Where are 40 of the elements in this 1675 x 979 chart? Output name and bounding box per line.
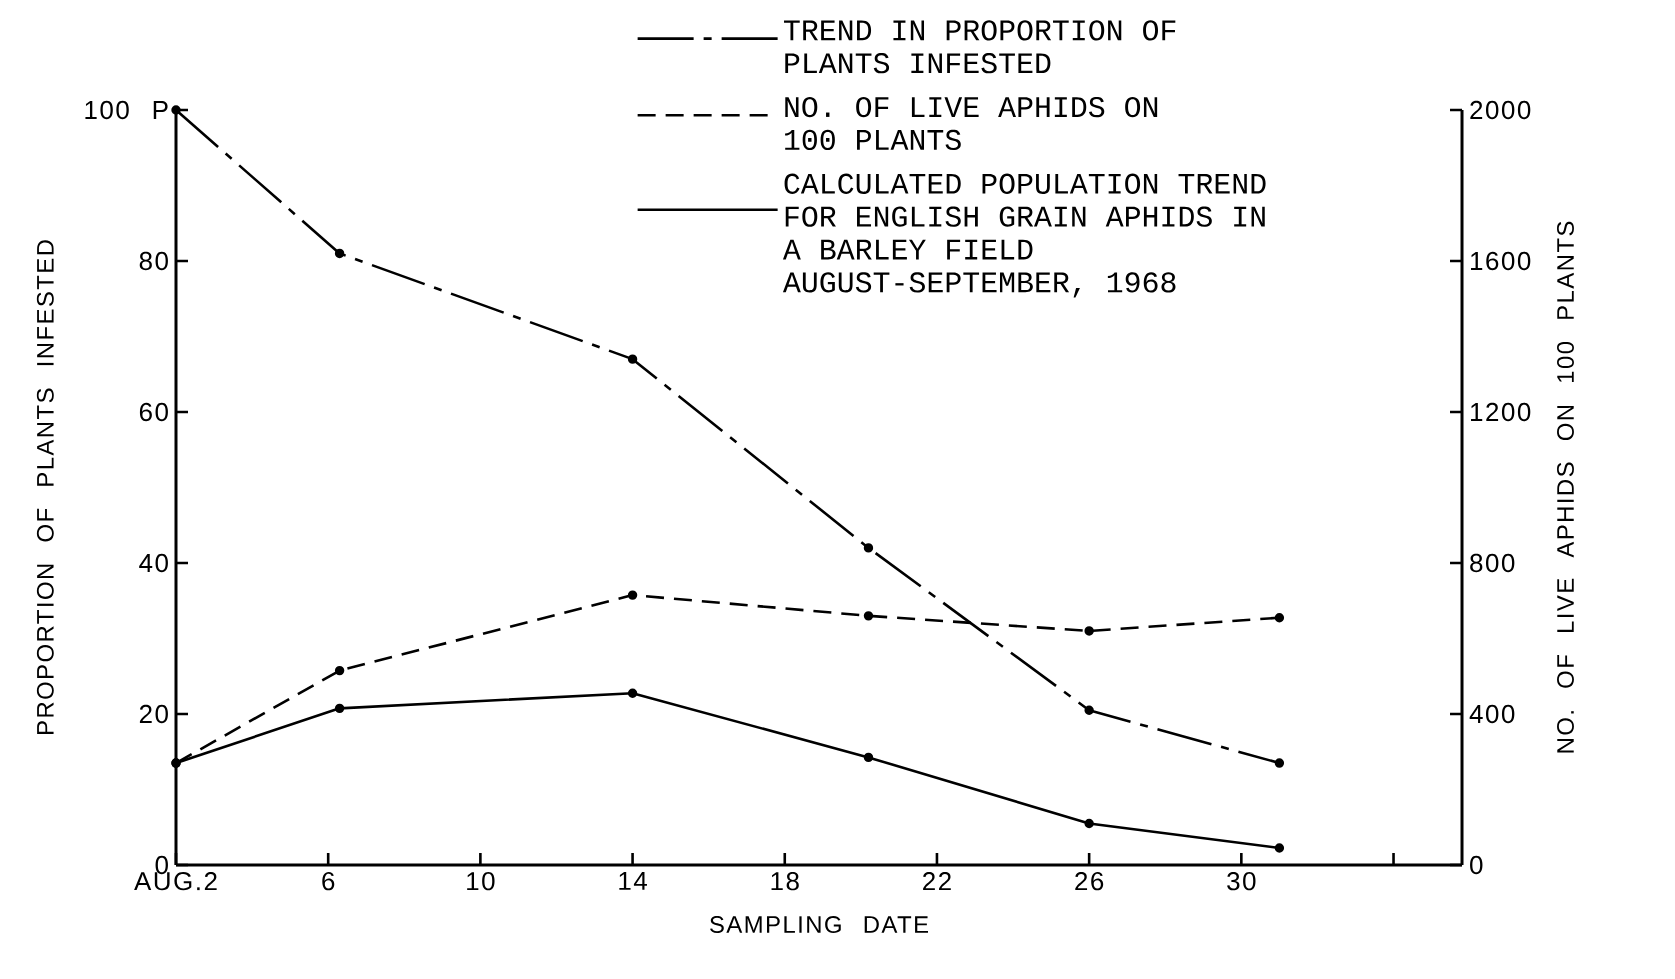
y2-tick-label: 0 xyxy=(1470,855,1483,875)
y2-tick-label: 2000 xyxy=(1470,100,1531,120)
legend-label: TREND IN PROPORTION OF PLANTS INFESTED xyxy=(784,20,1176,74)
point xyxy=(627,354,638,364)
y-tick-label: 100 P xyxy=(85,100,168,120)
x-tick-label: 10 xyxy=(467,872,495,891)
point xyxy=(171,105,181,115)
y2-tick-label: 400 xyxy=(1469,704,1515,724)
point xyxy=(863,611,874,621)
point xyxy=(1274,613,1285,623)
point xyxy=(1274,843,1285,853)
y2-axis-title: NO. OF LIVE APHIDS ON 100 PLANTS xyxy=(1557,221,1574,753)
y-tick-label: 20 xyxy=(139,704,168,724)
point xyxy=(1084,626,1094,636)
point xyxy=(627,590,638,600)
x-tick-label: 6 xyxy=(322,872,335,891)
y-axis-title: PROPORTION OF PLANTS INFESTED xyxy=(36,240,54,734)
point xyxy=(1274,758,1285,768)
point xyxy=(1084,818,1094,829)
point xyxy=(1084,705,1094,715)
x-tick-label: 14 xyxy=(619,872,647,890)
point xyxy=(863,752,874,763)
point xyxy=(334,703,345,714)
legend-label: CALCULATED POPULATION TREND FOR ENGLISH GRAIN APHIDS IN A BARLEY FIELD AUGUST-SEPTEMBER, 1968 xyxy=(782,173,1266,298)
x-tick-label: 18 xyxy=(771,872,799,891)
x-tick-label: 26 xyxy=(1075,872,1104,891)
point xyxy=(334,248,345,259)
x-tick-label: 22 xyxy=(923,872,951,891)
point xyxy=(863,543,874,553)
x-tick-label: 30 xyxy=(1227,872,1256,891)
y2-tick-label: 800 xyxy=(1470,553,1515,573)
y2-tick-label: 1200 xyxy=(1471,402,1531,422)
x-axis-title: SAMPLING DATE xyxy=(710,916,929,933)
y2-tick-label: 1600 xyxy=(1471,251,1531,271)
legend-label: NO. OF LIVE APHIDS ON 100 PLANTS xyxy=(785,96,1158,151)
y-tick-label: 40 xyxy=(139,553,168,573)
y-tick-label: 80 xyxy=(139,251,168,271)
point xyxy=(627,688,638,698)
y-tick-label: 60 xyxy=(139,402,168,422)
point xyxy=(334,665,345,676)
